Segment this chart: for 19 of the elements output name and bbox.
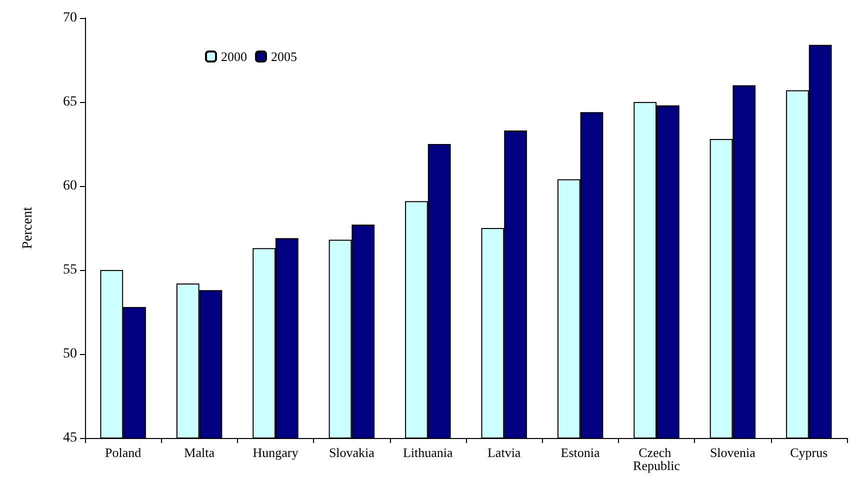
y-tick-label: 50 <box>63 346 77 362</box>
y-tick-label: 60 <box>63 178 77 194</box>
x-tick-label: Czech Republic <box>633 445 680 473</box>
legend-label: 2005 <box>271 49 297 64</box>
y-tick-label: 45 <box>63 430 77 446</box>
x-tick-label: Cyprus <box>790 445 828 460</box>
x-tick-label: Poland <box>105 445 142 460</box>
x-tick-label: Slovakia <box>328 445 375 460</box>
x-tick-label: Slovenia <box>710 445 756 460</box>
x-tick-label: Lithuania <box>402 445 454 460</box>
x-tick-label: Hungary <box>252 445 299 460</box>
y-axis-title: Percent <box>20 206 36 249</box>
x-tick-label: Latvia <box>487 445 521 460</box>
legend-label: 2000 <box>221 49 247 64</box>
x-tick-label: Estonia <box>560 445 600 460</box>
y-tick-label: 55 <box>63 262 77 278</box>
y-tick-label: 70 <box>63 10 77 26</box>
y-tick-label: 65 <box>63 94 77 110</box>
x-tick-label: Malta <box>184 445 215 460</box>
